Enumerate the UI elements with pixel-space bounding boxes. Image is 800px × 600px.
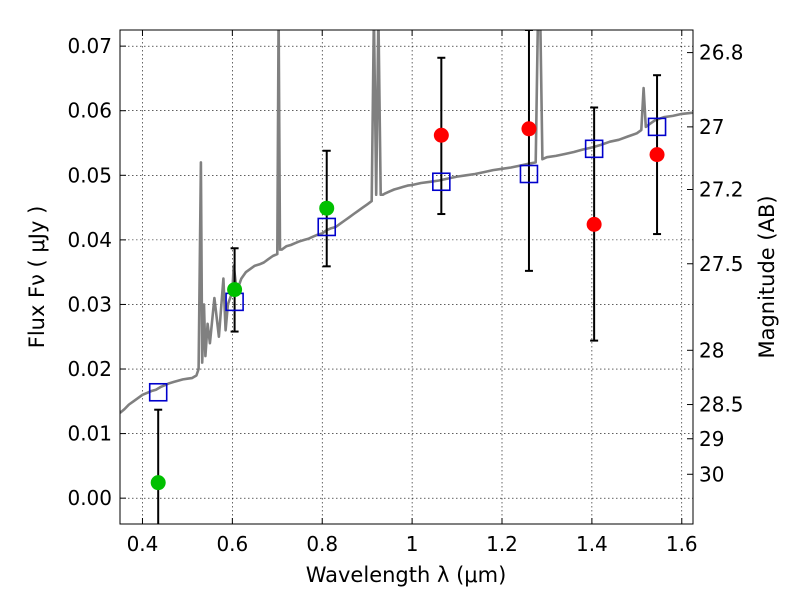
x-tick-label: 1.6 — [666, 532, 698, 556]
non-detection-point — [433, 127, 449, 143]
model-photometry-square — [584, 139, 604, 159]
y-tick-label: 0.00 — [67, 486, 112, 510]
model-photometry-square — [148, 382, 168, 402]
magnitude-tick-label: 27 — [699, 115, 724, 139]
non-detection-point — [586, 216, 602, 232]
x-tick-label: 0.4 — [127, 532, 159, 556]
model-photometry-layer — [148, 117, 667, 402]
detection-point — [227, 282, 243, 298]
magnitude-tick-label: 27.5 — [699, 252, 744, 276]
x-tick-label: 1.4 — [576, 532, 608, 556]
x-tick-label: 0.8 — [306, 532, 338, 556]
magnitude-tick-label: 27.2 — [699, 178, 744, 202]
model-photometry-square — [647, 117, 667, 137]
measured-points-layer — [150, 121, 665, 491]
tick-labels: 0.4 0.6 0.8 1 1.2 1.4 1.6 0.00 0.01 0.02 0.03 0.04 0… — [67, 34, 743, 556]
detection-point — [150, 475, 166, 491]
non-detection-point — [649, 147, 665, 163]
y-axis-label: Flux Fν ( μJy ) — [25, 206, 49, 349]
x-tick-label: 1 — [406, 532, 419, 556]
y-tick-label: 0.06 — [67, 99, 112, 123]
y-tick-label: 0.02 — [67, 357, 112, 381]
y-tick-label: 0.01 — [67, 422, 112, 446]
magnitude-tick-label: 28.5 — [699, 393, 744, 417]
ticks — [120, 30, 693, 524]
magnitude-tick-label: 26.8 — [699, 41, 744, 65]
non-detection-point — [521, 121, 537, 137]
plot-frame — [119, 29, 694, 525]
y-tick-label: 0.04 — [67, 228, 112, 252]
y-tick-label: 0.05 — [67, 163, 112, 187]
detection-point — [319, 200, 335, 216]
model-photometry-square — [519, 164, 539, 184]
magnitude-tick-label: 28 — [699, 338, 724, 362]
magnitude-tick-label: 30 — [699, 462, 724, 486]
x-axis-label: Wavelength λ (μm) — [306, 563, 507, 587]
magnitude-tick-label: 29 — [699, 427, 724, 451]
model-photometry-square — [317, 217, 337, 237]
x-tick-label: 0.6 — [216, 532, 248, 556]
plot-background — [120, 30, 693, 524]
y-tick-label: 0.03 — [67, 292, 112, 316]
model-sed-layer — [120, 30, 693, 414]
y-tick-label: 0.07 — [67, 34, 112, 58]
model-sed-line — [120, 30, 693, 414]
x-tick-label: 1.2 — [486, 532, 518, 556]
model-photometry-square — [432, 172, 451, 192]
magnitude-axis-label: Magnitude (AB) — [755, 195, 779, 358]
grid — [120, 30, 693, 524]
